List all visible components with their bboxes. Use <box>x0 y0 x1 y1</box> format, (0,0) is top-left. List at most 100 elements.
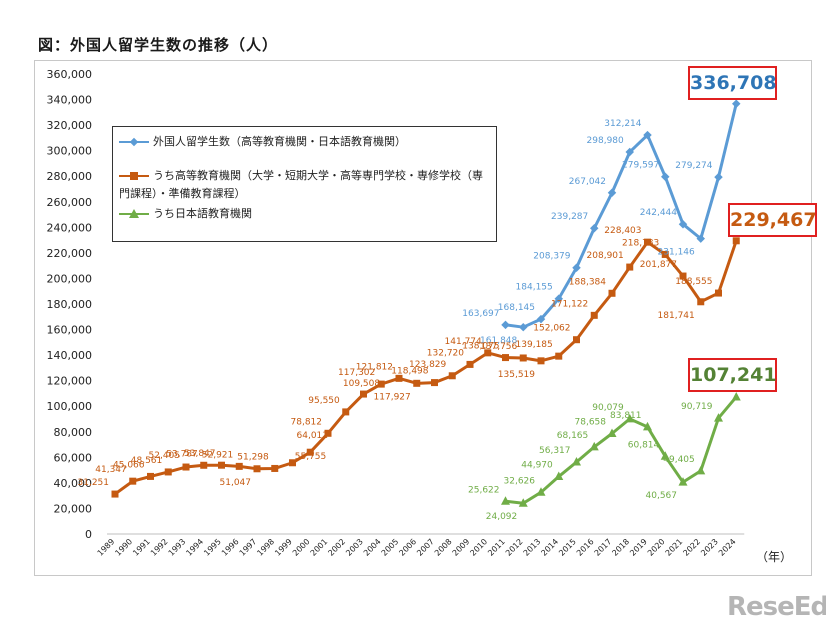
data-point <box>643 421 652 431</box>
x-tick-label: 2018 <box>610 537 631 558</box>
data-point <box>164 468 172 476</box>
data-label: 117,302 <box>338 368 375 378</box>
data-label: 53,847 <box>184 449 216 459</box>
data-point <box>626 263 634 271</box>
legend-swatch-higher-ed <box>119 172 149 180</box>
data-label: 53,787 <box>166 449 198 459</box>
data-label: 135,519 <box>498 370 535 380</box>
data-label: 121,812 <box>356 362 393 372</box>
data-point <box>554 294 563 303</box>
x-tick-label: 2020 <box>646 537 667 558</box>
data-point <box>377 380 385 388</box>
y-tick-label: 0 <box>85 528 92 541</box>
legend-swatch-japanese-school <box>119 209 149 218</box>
x-tick-label: 2002 <box>326 537 347 558</box>
data-point <box>536 314 546 324</box>
x-tick-label: 2017 <box>593 537 614 558</box>
x-tick-label: 2008 <box>433 537 454 558</box>
y-tick-label: 220,000 <box>47 247 93 260</box>
data-label: 123,829 <box>409 360 446 370</box>
data-label: 90,079 <box>592 403 624 413</box>
data-point <box>607 428 617 437</box>
x-tick-label: 2016 <box>575 537 596 558</box>
data-label: 51,298 <box>237 452 269 462</box>
data-label: 95,550 <box>308 396 340 406</box>
legend-label-higher-ed: うち高等教育機関（大学・短期大学・高等専門学校・専修学校（専門課程）・準備教育課… <box>119 169 483 200</box>
x-tick-label: 2019 <box>628 537 649 558</box>
callout-higher-ed-2024: 229,467 <box>728 203 817 237</box>
data-label: 132,720 <box>427 348 464 358</box>
data-label: 48,561 <box>131 456 163 466</box>
data-label: 32,626 <box>504 476 536 486</box>
x-tick-label: 1998 <box>255 537 276 558</box>
data-label: 51,047 <box>220 478 252 488</box>
y-tick-label: 60,000 <box>54 451 93 464</box>
legend-label-total: 外国人留学生数（高等教育機関・日本語教育機関） <box>153 135 406 148</box>
data-point <box>714 172 723 182</box>
data-label: 52,405 <box>149 451 181 461</box>
data-point <box>306 448 314 456</box>
x-tick-label: 2005 <box>380 537 401 558</box>
data-label: 68,165 <box>557 431 589 441</box>
legend-item-japanese-school: うち日本語教育機関 <box>119 205 252 223</box>
data-point <box>679 272 687 280</box>
data-point <box>608 289 616 297</box>
data-point <box>324 429 332 437</box>
x-tick-label: 2007 <box>415 537 436 558</box>
data-point <box>519 354 527 362</box>
data-point <box>589 441 599 451</box>
data-point <box>537 357 545 365</box>
data-point <box>466 360 474 368</box>
data-label: 184,155 <box>516 283 553 293</box>
data-point <box>182 463 190 471</box>
data-label: 60,814 <box>628 440 660 450</box>
data-point <box>644 238 651 246</box>
y-tick-label: 240,000 <box>47 221 93 234</box>
chart-frame <box>34 60 812 576</box>
x-tick-label: 1997 <box>238 537 259 558</box>
data-label: 56,317 <box>539 446 571 456</box>
data-point <box>715 289 722 297</box>
x-tick-label: 1994 <box>184 537 205 558</box>
data-label: 44,970 <box>521 461 553 471</box>
data-label: 201,877 <box>640 260 677 270</box>
y-tick-label: 40,000 <box>54 477 93 490</box>
data-label: 109,508 <box>343 379 380 389</box>
data-point <box>200 461 208 469</box>
data-point <box>342 408 350 416</box>
data-point <box>413 379 421 387</box>
data-point <box>360 390 367 398</box>
data-label: 83,811 <box>610 411 642 421</box>
x-tick-label: 2024 <box>717 537 738 558</box>
y-tick-label: 160,000 <box>47 324 93 337</box>
data-point <box>661 250 669 258</box>
data-label: 141,774 <box>445 337 482 347</box>
data-label: 279,274 <box>675 161 712 171</box>
data-point <box>431 379 438 387</box>
y-tick-label: 300,000 <box>47 145 93 158</box>
data-label: 188,384 <box>569 277 606 287</box>
x-tick-label: 2009 <box>451 537 472 558</box>
legend-item-higher-ed: うち高等教育機関（大学・短期大学・高等専門学校・専修学校（専門課程）・準備教育課… <box>119 167 491 203</box>
data-point <box>625 413 635 423</box>
data-point <box>147 472 154 480</box>
data-label: 168,145 <box>498 303 535 313</box>
legend-label-japanese-school: うち日本語教育機関 <box>153 207 252 220</box>
data-point <box>518 498 528 507</box>
data-point <box>731 391 741 401</box>
x-tick-label: 1999 <box>273 537 294 558</box>
data-point <box>661 172 670 181</box>
data-point <box>555 352 563 360</box>
data-point <box>590 311 598 319</box>
y-tick-label: 140,000 <box>47 349 93 362</box>
x-tick-label: 2006 <box>397 537 418 558</box>
data-label: 118,498 <box>391 367 428 377</box>
data-label: 52,921 <box>202 450 234 460</box>
data-label: 163,697 <box>462 309 499 319</box>
x-tick-label: 2021 <box>664 537 685 558</box>
x-tick-label: 2001 <box>309 537 330 558</box>
data-label: 117,927 <box>374 392 411 402</box>
x-tick-label: 2010 <box>468 537 489 558</box>
data-label: 41,347 <box>95 465 127 475</box>
data-point <box>697 298 705 306</box>
